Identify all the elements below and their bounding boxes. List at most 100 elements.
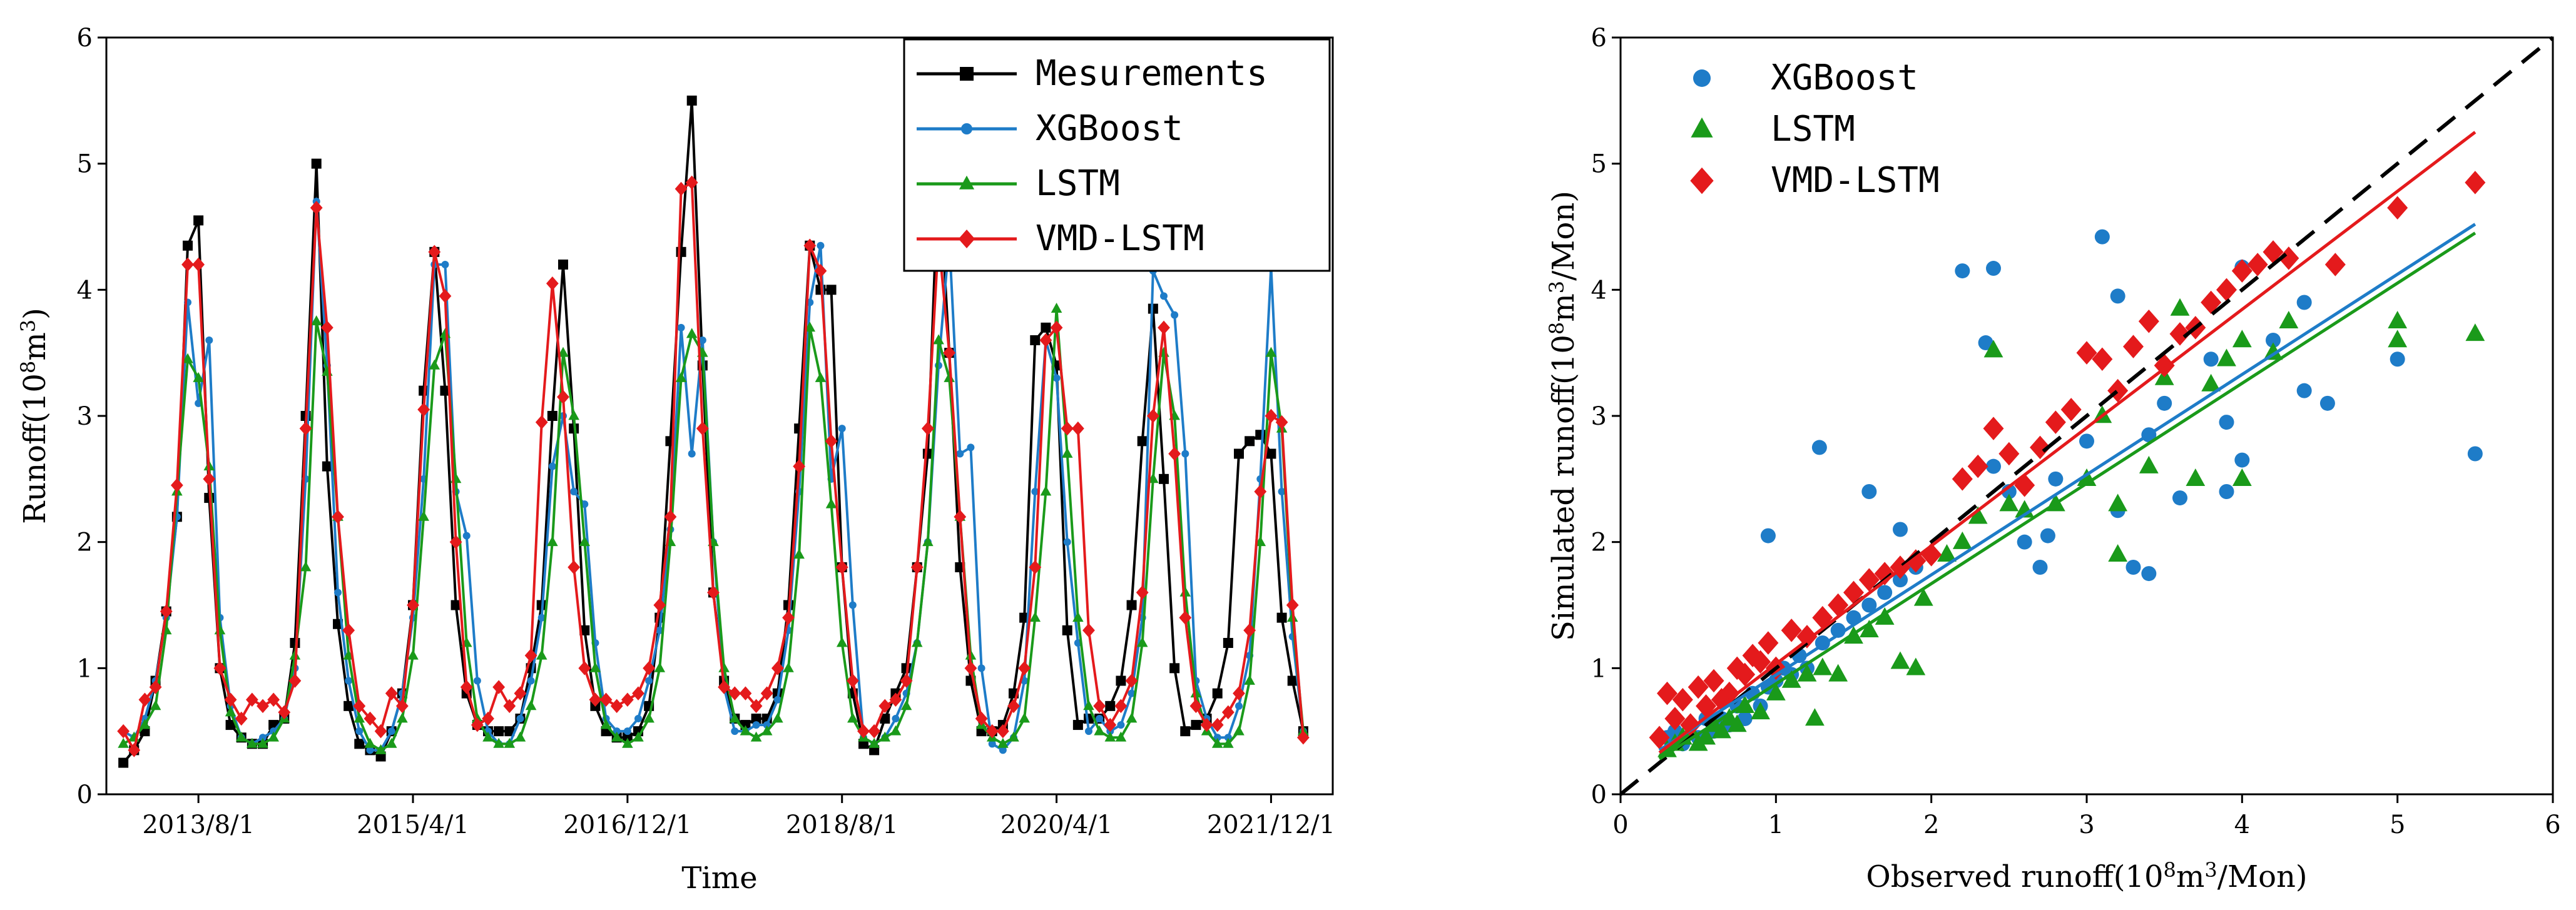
data-point-vmd-lstm — [1061, 421, 1074, 436]
data-point-xgboost — [462, 532, 471, 540]
scatter-point-lstm — [1805, 708, 1825, 726]
data-point-xgboost — [763, 721, 771, 729]
data-point-vmd-lstm — [1114, 699, 1128, 714]
scatter-point-lstm — [1828, 664, 1848, 682]
data-point-vmd-lstm — [707, 585, 720, 600]
scatter-point-xgboost — [2040, 528, 2055, 543]
data-point-vmd-lstm — [278, 705, 291, 720]
left-legend-box — [903, 38, 1331, 272]
scatter-point-lstm — [1781, 670, 1801, 688]
data-point-lstm — [557, 346, 569, 357]
data-point-lstm — [182, 353, 193, 363]
data-point-vmd-lstm — [718, 680, 731, 694]
right-y-axis-ticks: 0 1 2 3 4 5 6 — [1591, 24, 1621, 809]
data-point-vmd-lstm — [203, 472, 216, 487]
scatter-point-xgboost — [1877, 585, 1893, 600]
data-point-lstm — [472, 712, 483, 723]
data-point-xgboost — [892, 715, 900, 722]
scatter-point-vmd-lstm — [1734, 662, 1756, 687]
data-point-vmd-lstm — [395, 699, 409, 714]
data-point-vmd-lstm — [835, 560, 848, 575]
scatter-point-xgboost — [1893, 572, 1908, 588]
data-point-lstm — [1094, 725, 1105, 736]
data-point-mesurements — [751, 714, 761, 724]
left-x-tick-label: 2016/12/1 — [563, 811, 691, 839]
data-point-xgboost — [259, 734, 267, 742]
right-x-tick-label: 2 — [1923, 811, 1939, 839]
scatter-point-lstm — [2217, 348, 2236, 367]
scatter-point-xgboost — [2157, 395, 2172, 411]
data-point-vmd-lstm — [1136, 585, 1149, 600]
data-point-vmd-lstm — [192, 257, 205, 272]
scatter-point-vmd-lstm — [1843, 580, 1864, 605]
right-y-tick-label: 6 — [1591, 24, 1607, 53]
legend-label-vmd-lstm: VMD-LSTM — [1771, 160, 1940, 201]
scatter-point-vmd-lstm — [1750, 650, 1771, 674]
right-series-group — [1649, 171, 2486, 757]
scatter-point-xgboost — [1760, 528, 1776, 543]
data-point-vmd-lstm — [449, 535, 462, 549]
scatter-point-xgboost — [2048, 471, 2064, 487]
scatter-point-lstm — [2139, 455, 2159, 473]
data-point-mesurements — [1266, 448, 1276, 459]
scatter-point-xgboost — [2234, 452, 2250, 468]
data-point-vmd-lstm — [492, 680, 506, 694]
data-point-lstm — [1265, 346, 1277, 357]
data-point-lstm — [761, 725, 773, 736]
data-point-vmd-lstm — [943, 345, 956, 360]
data-point-lstm — [354, 712, 365, 723]
scatter-point-xgboost — [2079, 433, 2094, 449]
data-point-xgboost — [1171, 311, 1179, 319]
scatter-point-vmd-lstm — [1758, 631, 1779, 655]
data-point-vmd-lstm — [1296, 731, 1310, 745]
scatter-point-lstm — [2108, 493, 2128, 512]
data-point-lstm — [1061, 447, 1073, 458]
data-point-lstm — [1244, 674, 1255, 685]
data-point-vmd-lstm — [664, 510, 677, 524]
scatter-point-xgboost — [2172, 490, 2187, 506]
data-point-mesurements — [344, 700, 354, 711]
data-point-vmd-lstm — [310, 201, 323, 215]
data-point-lstm — [1136, 637, 1148, 647]
data-point-vmd-lstm — [235, 711, 248, 726]
scatter-point-lstm — [1968, 506, 1988, 524]
data-point-vmd-lstm — [599, 692, 613, 707]
data-point-lstm — [997, 737, 1009, 748]
scatter-point-vmd-lstm — [2263, 240, 2284, 264]
scatter-point-lstm — [2388, 310, 2408, 328]
scatter-point-lstm — [2388, 330, 2408, 348]
data-point-xgboost — [1117, 721, 1125, 729]
left-x-tick-label: 2013/8/1 — [142, 811, 255, 839]
data-point-xgboost — [613, 727, 621, 736]
data-point-xgboost — [527, 677, 535, 685]
data-point-xgboost — [473, 677, 481, 685]
data-point-vmd-lstm — [739, 686, 752, 700]
data-point-vmd-lstm — [985, 724, 999, 739]
data-point-mesurements — [1116, 675, 1126, 686]
scatter-point-lstm — [1913, 588, 1933, 606]
data-point-vmd-lstm — [288, 674, 302, 688]
data-point-vmd-lstm — [589, 692, 602, 707]
scatter-point-lstm — [2201, 373, 2221, 392]
fit-line-lstm — [1658, 231, 2477, 761]
data-point-mesurements — [225, 720, 236, 731]
data-point-xgboost — [548, 462, 556, 470]
data-point-vmd-lstm — [1233, 686, 1245, 700]
data-point-vmd-lstm — [224, 692, 237, 707]
data-point-vmd-lstm — [128, 743, 141, 757]
scatter-point-vmd-lstm — [2138, 310, 2159, 333]
data-point-vmd-lstm — [1275, 415, 1288, 430]
left-y-tick-label: 5 — [77, 150, 93, 179]
series-vmd-lstm — [117, 175, 1310, 757]
data-point-lstm — [900, 700, 912, 710]
data-point-vmd-lstm — [160, 604, 173, 619]
data-point-xgboost — [623, 727, 631, 736]
data-point-lstm — [890, 725, 902, 736]
data-point-mesurements — [183, 240, 193, 251]
scatter-point-xgboost — [2467, 446, 2483, 462]
data-point-vmd-lstm — [975, 711, 988, 726]
data-point-lstm — [364, 737, 376, 748]
left-x-tick-label: 2015/4/1 — [357, 811, 469, 839]
data-point-vmd-lstm — [407, 598, 419, 612]
